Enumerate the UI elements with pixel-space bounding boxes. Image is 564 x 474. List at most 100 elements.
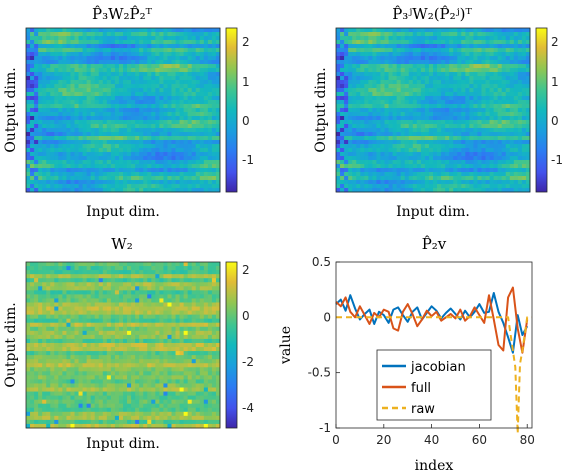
heatmap-cell xyxy=(38,140,43,145)
heatmap-cell xyxy=(521,28,527,33)
heatmap-cell xyxy=(388,132,393,137)
heatmap-cell xyxy=(195,290,201,295)
heatmap-cell xyxy=(42,148,47,153)
heatmap-cell xyxy=(364,96,369,101)
heatmap-cell xyxy=(489,132,495,137)
heatmap-cell xyxy=(102,274,108,279)
heatmap-cell xyxy=(195,40,201,45)
heatmap-cell xyxy=(199,92,205,97)
heatmap-cell xyxy=(384,160,389,165)
heatmap-cell xyxy=(123,286,128,291)
heatmap-cell xyxy=(171,112,176,117)
heatmap-cell xyxy=(191,334,197,340)
heatmap-cell xyxy=(159,278,164,283)
heatmap-cell xyxy=(477,188,482,193)
heatmap-cell xyxy=(477,136,482,141)
heatmap-cell xyxy=(135,314,140,320)
heatmap-cell xyxy=(143,282,148,287)
heatmap-cell xyxy=(396,84,402,89)
heatmap-cell xyxy=(163,56,168,61)
heatmap-cell xyxy=(400,100,406,105)
heatmap-cell xyxy=(457,148,462,153)
heatmap-cell xyxy=(98,262,104,267)
heatmap-cell xyxy=(449,36,454,41)
heatmap-cell xyxy=(408,72,414,77)
heatmap-cell xyxy=(171,302,176,307)
heatmap-cell xyxy=(408,140,414,145)
heatmap-cell xyxy=(118,40,124,45)
heatmap-cell xyxy=(139,100,144,105)
heatmap-cell xyxy=(392,128,398,133)
heatmap-cell xyxy=(34,286,39,291)
heatmap-cell xyxy=(106,314,112,320)
heatmap-cell xyxy=(58,274,63,279)
heatmap-cell xyxy=(159,120,164,125)
heatmap-cell xyxy=(400,80,406,85)
heatmap-cell xyxy=(509,68,515,73)
heatmap-cell xyxy=(493,88,499,93)
heatmap-cell xyxy=(94,168,100,173)
heatmap-cell xyxy=(38,334,43,340)
heatmap-cell xyxy=(493,184,499,189)
heatmap-cell xyxy=(509,136,515,141)
heatmap-cell xyxy=(131,160,136,165)
heatmap-cell xyxy=(58,72,63,77)
heatmap-cell xyxy=(376,132,381,137)
heatmap-cell xyxy=(453,84,458,89)
heatmap-cell xyxy=(135,44,140,49)
heatmap-cell xyxy=(34,160,39,165)
heatmap-cell xyxy=(167,88,172,93)
heatmap-cell xyxy=(106,112,112,117)
heatmap-cell xyxy=(469,144,474,149)
heatmap-cell xyxy=(123,36,128,41)
heatmap-cell xyxy=(62,72,67,77)
heatmap-cell xyxy=(171,48,176,53)
heatmap-cell xyxy=(521,172,527,177)
heatmap-cell xyxy=(485,44,490,49)
heatmap-cell xyxy=(62,302,67,307)
heatmap-cell xyxy=(501,76,507,81)
heatmap-cell xyxy=(114,28,120,33)
heatmap-cell xyxy=(155,60,160,65)
heatmap-cell xyxy=(151,84,156,89)
heatmap-cell xyxy=(207,290,213,295)
heatmap-cell xyxy=(384,132,389,137)
heatmap-cell xyxy=(66,342,71,348)
heatmap-cell xyxy=(127,140,132,145)
heatmap-cell xyxy=(400,88,406,93)
heatmap-cell xyxy=(416,84,422,89)
heatmap-cell xyxy=(26,310,31,316)
heatmap-cell xyxy=(163,60,168,65)
heatmap-cell xyxy=(509,32,515,37)
heatmap-cell xyxy=(42,72,47,77)
heatmap-cell xyxy=(54,136,59,141)
heatmap-cell xyxy=(66,176,71,181)
heatmap-cell xyxy=(171,334,176,340)
heatmap-cell xyxy=(151,334,156,340)
heatmap-cell xyxy=(388,72,393,77)
heatmap-cell xyxy=(90,44,96,49)
heatmap-cell xyxy=(98,108,104,113)
heatmap-cell xyxy=(46,180,51,185)
heatmap-cell xyxy=(481,168,486,173)
heatmap-cell xyxy=(62,278,67,283)
heatmap-cell xyxy=(163,84,168,89)
heatmap-cell xyxy=(30,48,35,53)
heatmap-cell xyxy=(199,278,205,283)
heatmap-cell xyxy=(66,330,71,336)
heatmap-cell xyxy=(54,164,59,169)
heatmap-cell xyxy=(477,40,482,45)
heatmap-cell xyxy=(207,314,213,320)
heatmap-cell xyxy=(420,68,426,73)
heatmap-cell xyxy=(147,40,152,45)
heatmap-cell xyxy=(110,314,116,320)
heatmap-cell xyxy=(195,322,201,328)
heatmap-cell xyxy=(191,152,197,157)
heatmap-cell xyxy=(82,52,88,57)
heatmap-cell xyxy=(211,286,217,291)
heatmap-cell xyxy=(396,136,402,141)
heatmap-cell xyxy=(58,36,63,41)
heatmap-cell xyxy=(82,72,88,77)
heatmap-cell xyxy=(445,104,450,109)
heatmap-cell xyxy=(404,84,410,89)
